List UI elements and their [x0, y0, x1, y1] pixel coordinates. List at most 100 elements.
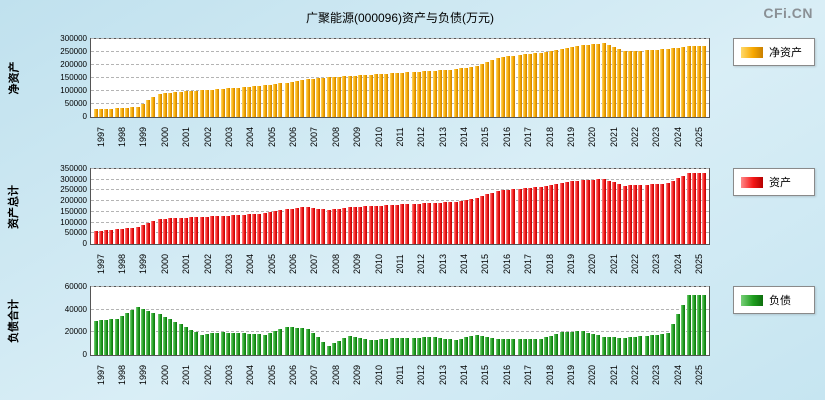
- x-tick-label: 2023: [651, 364, 662, 386]
- bar: [464, 337, 468, 355]
- bar: [162, 316, 167, 355]
- y-tick-label: 0: [82, 112, 87, 121]
- x-tick-label: 2016: [501, 253, 512, 275]
- bar: [263, 334, 268, 355]
- x-tick-label: 2006: [288, 126, 299, 148]
- x-tick: 2003: [218, 358, 239, 392]
- bar: [221, 215, 226, 244]
- bar: [193, 332, 198, 355]
- x-tick: 2012: [411, 120, 432, 154]
- gridline: [91, 232, 709, 234]
- x-tick-label: 2012: [416, 126, 427, 148]
- bar: [358, 206, 363, 244]
- bar: [331, 209, 336, 244]
- bar: [315, 78, 320, 117]
- bar: [421, 203, 426, 244]
- bar: [411, 72, 416, 117]
- bar-group: [284, 287, 305, 355]
- bar: [469, 336, 473, 355]
- bar: [384, 338, 389, 355]
- bar: [257, 213, 262, 244]
- bar-series-net-assets: [91, 39, 709, 117]
- bar-group: [411, 39, 432, 117]
- bar: [517, 188, 522, 244]
- bar: [363, 206, 368, 244]
- bar: [104, 108, 109, 117]
- bar: [369, 340, 374, 355]
- bar: [596, 335, 601, 355]
- bar-series-liabilities: [91, 287, 709, 355]
- y-tick-label: 50000: [64, 99, 87, 108]
- bar-group: [178, 39, 199, 117]
- bar: [532, 53, 537, 117]
- bar: [358, 338, 363, 355]
- bar: [204, 334, 209, 355]
- x-tick: 1998: [111, 358, 132, 392]
- x-tick-label: 2022: [630, 364, 641, 386]
- x-tick: 2021: [603, 358, 624, 392]
- bar-group: [686, 169, 707, 244]
- bar: [591, 179, 596, 244]
- bar: [326, 77, 331, 117]
- bar: [141, 309, 146, 355]
- x-tick: 2000: [154, 120, 175, 154]
- x-tick-label: 2000: [159, 364, 170, 386]
- bar: [172, 218, 177, 244]
- bar: [559, 48, 564, 117]
- bar: [99, 320, 104, 355]
- x-tick-label: 2002: [202, 126, 213, 148]
- x-tick-label: 1999: [138, 253, 149, 275]
- bar: [294, 208, 299, 244]
- x-tick: 2014: [453, 358, 474, 392]
- bar: [490, 59, 495, 117]
- bar: [612, 47, 617, 117]
- bar: [675, 178, 680, 244]
- bar: [363, 339, 368, 355]
- bar-group: [686, 287, 707, 355]
- bar: [400, 204, 405, 244]
- x-tick-label: 2010: [373, 364, 384, 386]
- bar: [226, 88, 231, 117]
- bar-group: [601, 287, 622, 355]
- bar: [209, 333, 214, 355]
- bar: [167, 319, 172, 355]
- bar-group: [347, 39, 368, 117]
- bar-group: [220, 169, 241, 244]
- bar: [146, 223, 151, 244]
- bar: [691, 294, 696, 355]
- bar: [167, 218, 172, 244]
- bar-group: [157, 287, 178, 355]
- x-axis-labels: 1997 1998 1999 2000 2001 2002 2003 2004 2005 2006…: [90, 358, 710, 392]
- bar: [506, 56, 511, 117]
- x-tick-label: 2016: [501, 364, 512, 386]
- bar: [336, 340, 341, 355]
- bar: [326, 345, 331, 355]
- bar: [172, 321, 177, 355]
- x-tick-label: 2006: [288, 253, 299, 275]
- bar: [299, 207, 304, 244]
- x-tick-label: 2017: [523, 364, 534, 386]
- bar-group: [665, 39, 686, 117]
- bar: [496, 339, 501, 355]
- bar-group: [580, 287, 601, 355]
- bar: [204, 89, 209, 117]
- bar-group: [411, 287, 432, 355]
- bar: [591, 44, 596, 117]
- bar: [341, 338, 346, 355]
- bar: [501, 339, 506, 355]
- bar: [331, 343, 336, 355]
- x-tick: 2016: [496, 120, 517, 154]
- bar: [485, 336, 490, 355]
- bar-group: [178, 169, 199, 244]
- bar: [607, 45, 612, 117]
- bar: [559, 332, 564, 355]
- x-tick-label: 2004: [245, 253, 256, 275]
- bar: [527, 187, 532, 244]
- x-tick: 2004: [240, 247, 261, 281]
- x-tick: 2017: [518, 358, 539, 392]
- x-tick: 2005: [261, 247, 282, 281]
- x-tick: 1998: [111, 247, 132, 281]
- bar: [581, 180, 586, 244]
- bar: [400, 72, 405, 117]
- y-tick-label: 300000: [60, 174, 87, 184]
